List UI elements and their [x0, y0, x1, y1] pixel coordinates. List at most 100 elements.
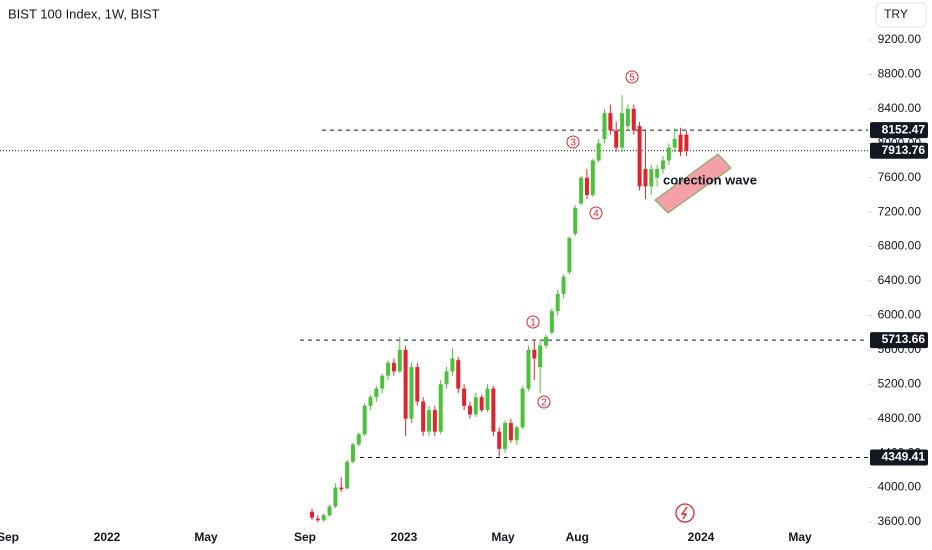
x-tick-label: May — [788, 530, 812, 544]
wave-circle — [526, 315, 540, 329]
currency-label[interactable]: TRY — [884, 7, 908, 21]
x-tick-label: 2022 — [94, 530, 121, 544]
candle-body — [438, 384, 443, 432]
candle-body — [450, 358, 455, 372]
y-tick-label: 4800.00 — [878, 411, 922, 425]
candle-body — [625, 108, 630, 127]
candle-body — [590, 160, 595, 195]
last-price-label-box — [870, 142, 928, 159]
candle-body — [520, 388, 525, 428]
candle-body — [427, 410, 431, 432]
candle-body — [584, 177, 589, 195]
level-label-box — [870, 122, 928, 139]
x-tick-label: May — [491, 530, 515, 544]
candle-body — [620, 113, 625, 148]
candle-body — [561, 276, 566, 294]
x-tick-label: 2024 — [688, 530, 715, 544]
candle-body — [397, 349, 402, 372]
candle-body — [321, 515, 326, 521]
candle-body — [356, 434, 361, 445]
candle-body — [380, 375, 385, 389]
x-tick-label: Sep — [294, 530, 316, 544]
candle-body — [567, 237, 572, 273]
candle-body — [666, 147, 671, 161]
candle-body — [526, 349, 531, 389]
y-tick-label: 7200.00 — [878, 204, 922, 218]
candle-body — [508, 423, 513, 441]
candle-body — [649, 169, 654, 187]
wave-circle — [537, 395, 551, 409]
candle-body — [684, 134, 689, 151]
level-label: 4349.41 — [882, 450, 926, 464]
candle-body — [532, 349, 537, 359]
y-tick-label: 9200.00 — [878, 32, 922, 46]
candle-body — [432, 410, 437, 432]
y-tick-label: 8800.00 — [878, 67, 922, 81]
candle-body — [491, 388, 496, 432]
candle-body — [678, 134, 683, 152]
candle-body — [310, 511, 314, 518]
candle-body — [485, 388, 490, 411]
candle-body — [608, 113, 613, 131]
y-tick-label: 7600.00 — [878, 170, 922, 184]
level-label: 8152.47 — [882, 122, 926, 136]
candle-body — [643, 169, 648, 187]
level-label-box — [870, 449, 928, 466]
candle-body — [409, 367, 414, 419]
y-tick-label: 6400.00 — [878, 273, 922, 287]
candle-body — [655, 169, 660, 178]
candle-body — [661, 160, 665, 170]
event-icon[interactable] — [675, 503, 695, 523]
candle-body — [497, 431, 502, 449]
candle-body — [362, 405, 367, 435]
candle-body — [467, 405, 472, 415]
candle-body — [315, 518, 320, 521]
y-tick-label: 8400.00 — [878, 101, 922, 115]
candle-body — [462, 388, 467, 406]
wave-circle — [625, 70, 639, 84]
x-tick-label: Sep — [0, 530, 19, 544]
candle-body — [444, 371, 449, 385]
currency-button[interactable] — [875, 2, 927, 28]
candle-body — [596, 143, 601, 161]
candle-body — [333, 487, 338, 507]
candle-body — [339, 487, 344, 490]
candle-body — [403, 349, 408, 419]
y-tick-label: 4000.00 — [878, 480, 922, 494]
wave-label: 4 — [593, 209, 599, 220]
wave-label: 1 — [530, 318, 536, 329]
y-tick-label: 6000.00 — [878, 308, 922, 322]
candle-body — [503, 423, 508, 449]
candle-body — [421, 401, 426, 432]
candle-body — [415, 367, 420, 402]
candle-body — [350, 444, 355, 462]
candle-body — [345, 461, 350, 489]
last-price-label: 7913.76 — [882, 143, 926, 157]
candle-body — [579, 177, 584, 204]
candle-body — [479, 397, 484, 411]
x-tick-label: 2023 — [391, 530, 418, 544]
wave-circle — [566, 135, 580, 149]
x-tick-label: May — [194, 530, 218, 544]
candle-body — [368, 397, 373, 406]
y-tick-label: 5200.00 — [878, 376, 922, 390]
annotation: corection wave — [663, 172, 757, 187]
candle-body — [555, 293, 560, 312]
candle-body — [549, 311, 554, 333]
x-tick-label: Aug — [566, 530, 589, 544]
correction-box — [654, 153, 732, 214]
candle-body — [391, 362, 396, 372]
candle-body — [573, 207, 578, 234]
wave-circle — [589, 206, 603, 220]
candle-body — [327, 506, 332, 516]
candle-body — [637, 126, 642, 187]
y-tick-label: 3600.00 — [878, 514, 922, 528]
event-bolt — [680, 506, 688, 520]
level-label: 5713.66 — [882, 332, 926, 346]
candle-body — [672, 138, 677, 148]
y-tick-label: 6800.00 — [878, 239, 922, 253]
chart-title: BIST 100 Index, 1W, BIST — [8, 6, 160, 21]
level-label-box — [870, 332, 928, 349]
candle-body — [614, 130, 619, 148]
